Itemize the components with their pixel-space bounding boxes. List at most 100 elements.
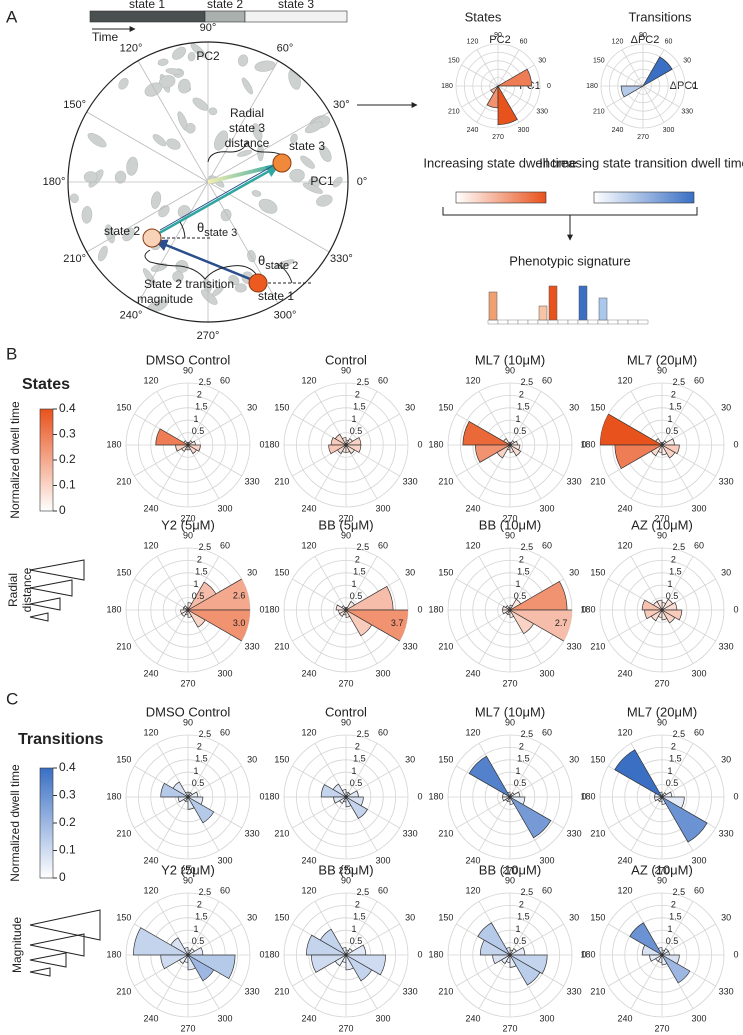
size-icons xyxy=(29,559,85,622)
angle-label: 0 xyxy=(417,604,422,614)
angle-label: 90 xyxy=(657,365,667,375)
angle-label: 330 xyxy=(536,108,548,115)
wedge xyxy=(620,85,645,98)
bar-label: Increasing state dwell time xyxy=(423,155,576,170)
plot-title: AZ (10μM) xyxy=(631,862,693,877)
angle-label: 30 xyxy=(721,402,731,412)
angle-label: 30 xyxy=(569,754,579,764)
angle-label: 330 xyxy=(403,641,418,651)
angle-label: 180 xyxy=(428,604,443,614)
ring-label: 2.5 xyxy=(673,887,686,897)
angle-label: 240 xyxy=(465,855,480,865)
ring-label: 0.5 xyxy=(350,426,363,436)
spoke xyxy=(187,765,242,798)
angle-label: 60 xyxy=(694,727,704,737)
angle-label: 60° xyxy=(277,43,294,55)
brace xyxy=(144,249,257,280)
spoke xyxy=(621,85,644,123)
angle-arc xyxy=(275,262,293,284)
angle-label: 240 xyxy=(301,855,316,865)
signature-bar xyxy=(538,305,548,321)
angle-label: 180 xyxy=(428,439,443,449)
spoke xyxy=(478,556,511,611)
spoke xyxy=(661,391,694,446)
ring-label: 0.5 xyxy=(514,426,527,436)
angle-label: 60 xyxy=(378,540,388,550)
ring-label: 2.5 xyxy=(199,377,212,387)
ring-label: 2 xyxy=(355,899,360,909)
wedge xyxy=(187,796,215,824)
wedge xyxy=(186,954,236,980)
wedge xyxy=(187,581,217,611)
spoke xyxy=(630,391,663,446)
wedge xyxy=(661,796,708,843)
wedge xyxy=(496,444,511,459)
colorbar xyxy=(39,767,54,879)
angle-label: 150 xyxy=(116,912,131,922)
angle-label: 90° xyxy=(200,22,217,34)
colorbar-tick-label: 0.4 xyxy=(59,760,76,774)
plot-title: BB (10μM) xyxy=(479,862,541,877)
angle-label: 270° xyxy=(197,330,220,342)
rose-plot: 0 30 60 90 120 150 180 210 240 270 300 330 0.5 1 1.5 2 2… xyxy=(264,704,422,875)
plot-title: DMSO Control xyxy=(146,352,231,367)
ring-label: 1.5 xyxy=(353,402,366,412)
angle-label: 240 xyxy=(301,1013,316,1023)
spoke xyxy=(456,578,511,611)
angle-label: 330 xyxy=(245,641,260,651)
spoke xyxy=(456,609,511,642)
angle-label: 270 xyxy=(180,678,195,688)
spoke xyxy=(314,796,347,851)
angle-label: 300 xyxy=(375,668,390,678)
angle-label: 60 xyxy=(665,39,673,46)
angle-label: 180° xyxy=(43,176,66,188)
spoke xyxy=(630,556,663,611)
ring-label: 2.5 xyxy=(357,542,370,552)
angle-label: 150° xyxy=(63,99,86,111)
angle-label: 300 xyxy=(375,1013,390,1023)
ring-label: 2.5 xyxy=(521,377,534,387)
angle-label: 270 xyxy=(502,1023,517,1033)
rose-plot: 0 30 60 90 120 150 180 210 240 270 300 330 0.5 1 1.5 2 2… xyxy=(428,862,586,1033)
wedge xyxy=(661,954,691,984)
spoke xyxy=(156,556,189,611)
ring-label: 2.5 xyxy=(521,729,534,739)
angle-label: 180 xyxy=(106,949,121,959)
spoke xyxy=(137,181,209,304)
angle-label: 0° xyxy=(357,176,368,188)
cell xyxy=(300,155,315,169)
ring-label: 2.5 xyxy=(199,887,212,897)
state-label: state 3 xyxy=(289,139,325,153)
state-point xyxy=(272,153,292,173)
wedge xyxy=(310,954,348,973)
wedge xyxy=(508,796,526,805)
colorbar-tick-label: 0.3 xyxy=(59,788,76,802)
angle-label: 240 xyxy=(617,503,632,513)
rose-plot: 0 30 60 90 120 150 180 210 240 270 300 330 0.5 1 1.5 2 2… xyxy=(580,517,738,688)
spoke xyxy=(509,743,542,798)
angle-label: 240 xyxy=(301,668,316,678)
spoke xyxy=(134,578,189,611)
angle-label: 270 xyxy=(654,513,669,523)
angle-label: 0 xyxy=(259,949,264,959)
ring-label: 2 xyxy=(197,554,202,564)
angle-label: 330 xyxy=(567,828,582,838)
ring-label: 1.5 xyxy=(669,402,682,412)
angle-label: 0 xyxy=(417,439,422,449)
cell xyxy=(274,259,295,269)
angle-label: 330 xyxy=(403,986,418,996)
angle-label: 30 xyxy=(247,567,257,577)
spoke xyxy=(642,85,665,123)
angle-label: 240 xyxy=(143,1013,158,1023)
plot-title: Control xyxy=(325,704,367,719)
angle-label: 210° xyxy=(63,253,86,265)
spoke xyxy=(345,901,378,956)
spoke xyxy=(187,743,220,798)
plot-title: BB (5μM) xyxy=(318,862,373,877)
angle-label: 300 xyxy=(375,503,390,513)
angle-label: 90 xyxy=(657,717,667,727)
spoke xyxy=(661,923,716,956)
ring-label: 0.5 xyxy=(666,426,679,436)
signature-cell xyxy=(527,319,539,325)
angle-label: 90 xyxy=(183,717,193,727)
